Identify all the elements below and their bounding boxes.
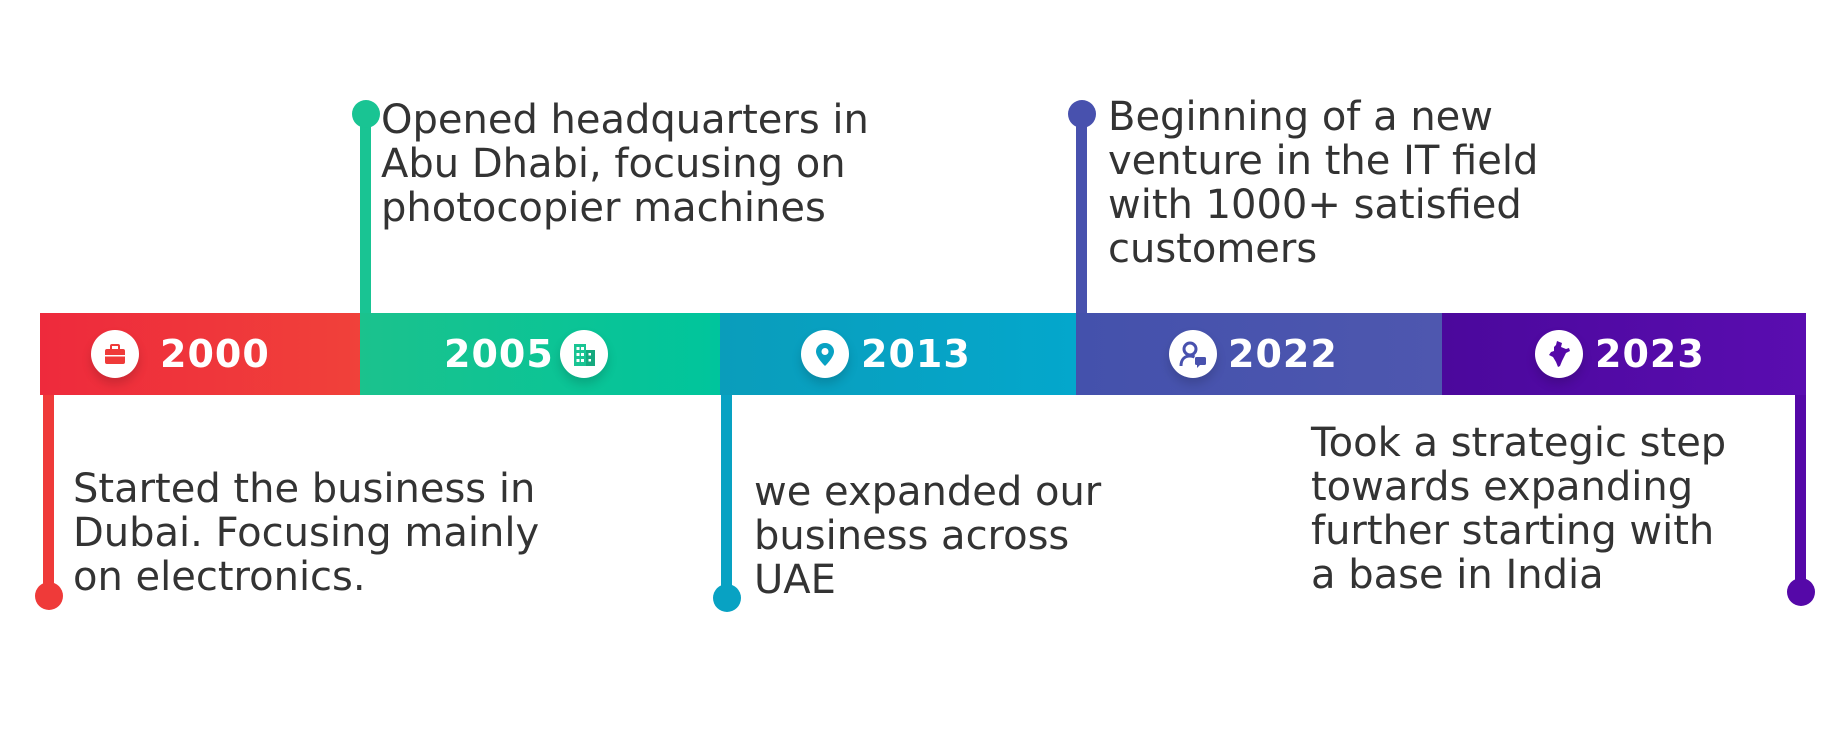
event-description-2023: Took a strategic step towards expanding … [1311, 420, 1727, 598]
timeline-stem-2023 [1795, 395, 1806, 591]
timeline-dot-2005 [352, 100, 380, 128]
timeline-band-2005 [360, 313, 720, 395]
timeline-dot-2022 [1068, 100, 1096, 128]
timeline-dot-2023 [1787, 578, 1815, 606]
timeline-band-2013 [720, 313, 1076, 395]
customer-support-icon [1169, 330, 1217, 378]
event-description-2000: Started the business in Dubai. Focusing … [73, 466, 540, 600]
year-2022: 2022 [1228, 332, 1338, 376]
timeline-band-2022 [1076, 313, 1442, 395]
timeline-band-2023 [1442, 313, 1806, 395]
timeline-stem-2022 [1076, 112, 1087, 313]
location-pin-icon [801, 330, 849, 378]
building-icon [560, 330, 608, 378]
year-2000: 2000 [160, 332, 270, 376]
briefcase-icon [91, 330, 139, 378]
timeline-stem-2013 [721, 395, 732, 598]
event-description-2005: Opened headquarters in Abu Dhabi, focusi… [381, 97, 869, 231]
timeline-stem-2005 [360, 112, 371, 313]
timeline-stem-2000 [43, 395, 54, 595]
year-2005: 2005 [444, 332, 554, 376]
year-2023: 2023 [1595, 332, 1705, 376]
timeline-dot-2000 [35, 582, 63, 610]
event-description-2013: we expanded our business across UAE [754, 469, 1102, 603]
india-map-icon [1535, 330, 1583, 378]
timeline-dot-2013 [713, 584, 741, 612]
event-description-2022: Beginning of a new venture in the IT fie… [1108, 94, 1539, 272]
year-2013: 2013 [861, 332, 971, 376]
